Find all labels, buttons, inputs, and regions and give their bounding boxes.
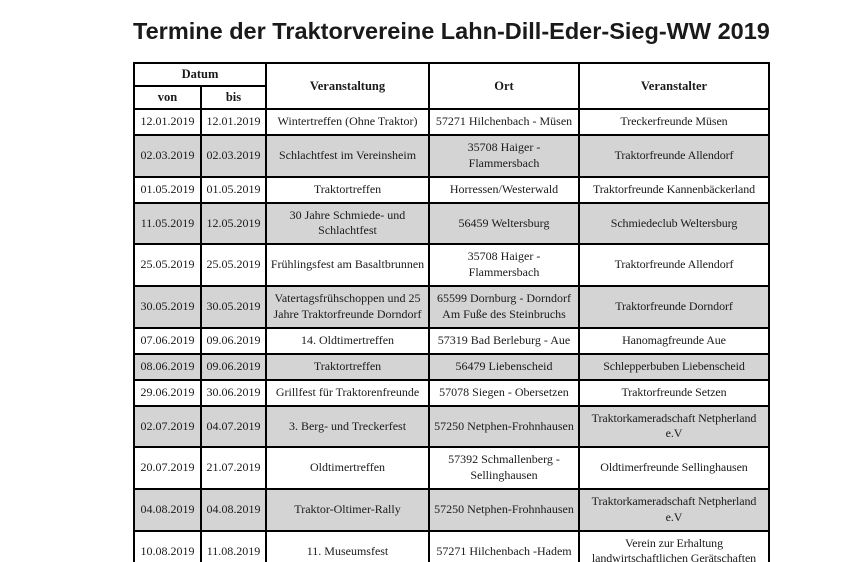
cell-bis: 09.06.2019 [200, 352, 267, 381]
cell-von: 02.03.2019 [133, 134, 202, 178]
cell-ort: 57271 Hilchenbach - Müsen [428, 108, 580, 136]
cell-bis: 12.01.2019 [200, 108, 267, 136]
document-page: Termine der Traktorvereine Lahn-Dill-Ede… [133, 0, 770, 562]
cell-ort: 65599 Dornburg - Dorndorf Am Fuße des St… [428, 284, 580, 329]
cell-von: 02.07.2019 [133, 404, 202, 449]
cell-veranstaltung: Traktor-Oltimer-Rally [265, 487, 430, 532]
cell-veranstalter: Traktorfreunde Allendorf [578, 134, 770, 178]
cell-bis: 30.05.2019 [200, 284, 267, 329]
cell-veranstaltung: 3. Berg- und Treckerfest [265, 404, 430, 449]
cell-bis: 11.08.2019 [200, 529, 267, 562]
cell-ort: 57392 Schmallenberg - Sellinghausen [428, 446, 580, 490]
table-row: 30.05.2019 30.05.2019 Vatertagsfrühschoppe… [133, 284, 770, 329]
cell-veranstaltung: 14. Oldtimertreffen [265, 326, 430, 355]
cell-veranstaltung: Traktortreffen [265, 175, 430, 204]
table-row: 10.08.2019 11.08.2019 11. Museumsfest 57271… [133, 529, 770, 562]
cell-bis: 21.07.2019 [200, 446, 267, 490]
column-header-veranstaltung: Veranstaltung [265, 62, 430, 110]
cell-veranstalter: Schlepperbuben Liebenscheid [578, 352, 770, 381]
cell-von: 07.06.2019 [133, 326, 202, 355]
cell-von: 01.05.2019 [133, 175, 202, 204]
table-header: Datum Veranstaltung Ort Veranstalter von… [133, 62, 770, 110]
cell-bis: 25.05.2019 [200, 243, 267, 287]
cell-veranstalter: Traktorkameradschaft Netpherland e.V [578, 404, 770, 449]
column-header-ort: Ort [428, 62, 580, 110]
cell-bis: 12.05.2019 [200, 201, 267, 246]
cell-ort: 57271 Hilchenbach -Hadem [428, 529, 580, 562]
column-header-bis: bis [200, 86, 267, 110]
cell-ort: 57250 Netphen-Frohnhausen [428, 487, 580, 532]
cell-von: 30.05.2019 [133, 284, 202, 329]
cell-von: 10.08.2019 [133, 529, 202, 562]
cell-bis: 01.05.2019 [200, 175, 267, 204]
cell-ort: 35708 Haiger - Flammersbach [428, 134, 580, 178]
table-row: 02.07.2019 04.07.2019 3. Berg- und Trecker… [133, 404, 770, 449]
cell-bis: 04.08.2019 [200, 487, 267, 532]
cell-ort: 57250 Netphen-Frohnhausen [428, 404, 580, 449]
cell-bis: 04.07.2019 [200, 404, 267, 449]
cell-ort: 56479 Liebenscheid [428, 352, 580, 381]
table-row: 12.01.2019 12.01.2019 Wintertreffen (Ohne … [133, 108, 770, 136]
column-header-von: von [133, 86, 202, 110]
cell-von: 20.07.2019 [133, 446, 202, 490]
cell-veranstalter: Traktorfreunde Dorndorf [578, 284, 770, 329]
cell-veranstaltung: Grillfest für Traktorenfreunde [265, 378, 430, 407]
column-header-veranstalter: Veranstalter [578, 62, 770, 110]
table-row: 04.08.2019 04.08.2019 Traktor-Oltimer-Rall… [133, 487, 770, 532]
cell-veranstalter: Hanomagfreunde Aue [578, 326, 770, 355]
cell-veranstaltung: Wintertreffen (Ohne Traktor) [265, 108, 430, 136]
cell-ort: 56459 Weltersburg [428, 201, 580, 246]
table-row: 29.06.2019 30.06.2019 Grillfest für Trakto… [133, 378, 770, 407]
cell-veranstalter: Traktorfreunde Setzen [578, 378, 770, 407]
cell-ort: 35708 Haiger - Flammersbach [428, 243, 580, 287]
table-row: 08.06.2019 09.06.2019 Traktortreffen 56479 … [133, 352, 770, 381]
column-header-datum: Datum [133, 62, 267, 87]
cell-veranstalter: Treckerfreunde Müsen [578, 108, 770, 136]
cell-veranstalter: Traktorkameradschaft Netpherland e.V [578, 487, 770, 532]
cell-veranstaltung: Oldtimertreffen [265, 446, 430, 490]
cell-bis: 09.06.2019 [200, 326, 267, 355]
cell-bis: 02.03.2019 [200, 134, 267, 178]
cell-veranstaltung: Vatertagsfrühschoppen und 25 Jahre Trakt… [265, 284, 430, 329]
cell-veranstalter: Traktorfreunde Kannenbäckerland [578, 175, 770, 204]
cell-von: 29.06.2019 [133, 378, 202, 407]
cell-ort: 57078 Siegen - Obersetzen [428, 378, 580, 407]
cell-veranstaltung: Schlachtfest im Vereinsheim [265, 134, 430, 178]
cell-ort: 57319 Bad Berleburg - Aue [428, 326, 580, 355]
cell-veranstalter: Oldtimerfreunde Sellinghausen [578, 446, 770, 490]
cell-veranstaltung: 11. Museumsfest [265, 529, 430, 562]
cell-veranstalter: Verein zur Erhaltung landwirtschaftliche… [578, 529, 770, 562]
cell-veranstaltung: Frühlingsfest am Basaltbrunnen [265, 243, 430, 287]
events-table: Datum Veranstaltung Ort Veranstalter von… [133, 62, 770, 562]
cell-von: 04.08.2019 [133, 487, 202, 532]
cell-veranstalter: Traktorfreunde Allendorf [578, 243, 770, 287]
table-row: 02.03.2019 02.03.2019 Schlachtfest im Vere… [133, 134, 770, 178]
table-body: 12.01.2019 12.01.2019 Wintertreffen (Ohne … [133, 108, 770, 562]
cell-von: 12.01.2019 [133, 108, 202, 136]
cell-veranstalter: Schmiedeclub Weltersburg [578, 201, 770, 246]
table-row: 25.05.2019 25.05.2019 Frühlingsfest am Bas… [133, 243, 770, 287]
cell-ort: Horressen/Westerwald [428, 175, 580, 204]
page-title: Termine der Traktorvereine Lahn-Dill-Ede… [133, 18, 770, 44]
cell-von: 25.05.2019 [133, 243, 202, 287]
cell-von: 08.06.2019 [133, 352, 202, 381]
table-row: 20.07.2019 21.07.2019 Oldtimertreffen 57392… [133, 446, 770, 490]
table-row: 01.05.2019 01.05.2019 Traktortreffen Horres… [133, 175, 770, 204]
cell-veranstaltung: Traktortreffen [265, 352, 430, 381]
cell-von: 11.05.2019 [133, 201, 202, 246]
table-row: 07.06.2019 09.06.2019 14. Oldtimertreffen 5… [133, 326, 770, 355]
table-row: 11.05.2019 12.05.2019 30 Jahre Schmiede- u… [133, 201, 770, 246]
cell-veranstaltung: 30 Jahre Schmiede- und Schlachtfest [265, 201, 430, 246]
cell-bis: 30.06.2019 [200, 378, 267, 407]
